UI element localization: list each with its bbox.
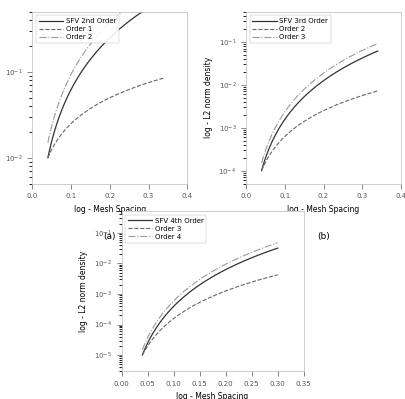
Order 2 [45,140,50,145]
SFV 2nd Order [162,0,166,1]
Line: Order 2: Order 2 [262,91,378,171]
SFV 2nd Order [105,38,110,42]
Order 2 [68,74,72,79]
Text: (a): (a) [104,231,116,241]
SFV 3rd Order [259,168,264,173]
SFV 2nd Order [72,80,77,85]
SFV 4th Order [221,269,226,273]
Order 4 [221,263,226,268]
Legend: SFV 3rd Order, Order 2, Order 3: SFV 3rd Order, Order 2, Order 3 [249,16,331,43]
X-axis label: log - Mesh Spacing: log - Mesh Spacing [177,392,249,399]
Order 2 [286,130,291,135]
Line: Order 3: Order 3 [262,43,378,163]
SFV 4th Order [210,275,215,279]
SFV 3rd Order [281,119,286,123]
Line: SFV 2nd Order: SFV 2nd Order [48,0,164,158]
SFV 3rd Order [319,80,324,85]
Line: Order 3: Order 3 [142,275,278,355]
Order 1 [45,155,50,160]
Order 4 [210,269,215,274]
Order 3 [319,72,324,77]
Order 3 [366,45,371,50]
Line: Order 1: Order 1 [48,78,164,158]
Line: Order 2: Order 2 [48,0,164,142]
SFV 4th Order [140,353,145,358]
SFV 3rd Order [328,73,333,78]
SFV 2nd Order [68,89,72,94]
Order 2 [319,109,324,114]
Order 2 [105,22,110,27]
Order 2 [72,65,77,70]
Order 1 [152,78,157,83]
Order 3 [210,294,215,299]
Order 4 [166,304,171,309]
SFV 2nd Order [156,0,161,4]
Order 1 [162,75,166,80]
SFV 2nd Order [115,29,119,34]
Order 1 [105,97,110,101]
Order 4 [275,240,280,245]
Order 3 [375,41,380,46]
Line: SFV 3rd Order: SFV 3rd Order [262,51,378,171]
Order 3 [286,104,291,109]
Order 2 [328,105,333,110]
Order 4 [140,347,145,352]
Order 3 [140,353,145,358]
Order 3 [328,66,333,71]
SFV 3rd Order [369,51,374,56]
Order 3 [369,43,374,48]
SFV 3rd Order [366,53,371,57]
Order 1 [115,92,119,97]
Y-axis label: log - L2 norm density: log - L2 norm density [204,57,213,138]
Order 4 [171,298,176,303]
Order 2 [366,91,371,96]
X-axis label: log - Mesh Spacing: log - Mesh Spacing [74,205,146,214]
SFV 2nd Order [45,155,50,160]
Order 2 [115,14,119,18]
Order 3 [171,316,176,321]
SFV 4th Order [264,249,269,254]
Order 1 [156,77,161,82]
SFV 3rd Order [375,49,380,53]
Order 3 [269,274,273,279]
Order 3 [259,161,264,166]
Order 3 [264,275,269,280]
Order 1 [72,118,77,122]
Order 4 [264,244,269,249]
X-axis label: log - Mesh Spacing: log - Mesh Spacing [288,205,360,214]
Y-axis label: log - L2 norm density: log - L2 norm density [79,251,88,332]
Line: Order 4: Order 4 [142,243,278,350]
Order 2 [369,90,374,95]
SFV 3rd Order [286,112,291,117]
Legend: SFV 4th Order, Order 3, Order 4: SFV 4th Order, Order 3, Order 4 [125,215,207,243]
Order 3 [281,111,286,116]
SFV 4th Order [171,304,176,308]
Order 2 [281,135,286,140]
Order 3 [221,290,226,294]
Order 2 [375,89,380,93]
SFV 4th Order [269,248,273,253]
Line: SFV 4th Order: SFV 4th Order [142,248,278,355]
Order 3 [275,273,280,277]
Text: (b): (b) [317,231,330,241]
Order 4 [269,243,273,247]
SFV 4th Order [166,310,171,314]
Order 1 [68,122,72,127]
SFV 4th Order [275,246,280,251]
Order 3 [166,320,171,325]
Legend: SFV 2nd Order, Order 1, Order 2: SFV 2nd Order, Order 1, Order 2 [36,16,119,43]
SFV 2nd Order [152,1,157,6]
Order 2 [259,168,264,173]
